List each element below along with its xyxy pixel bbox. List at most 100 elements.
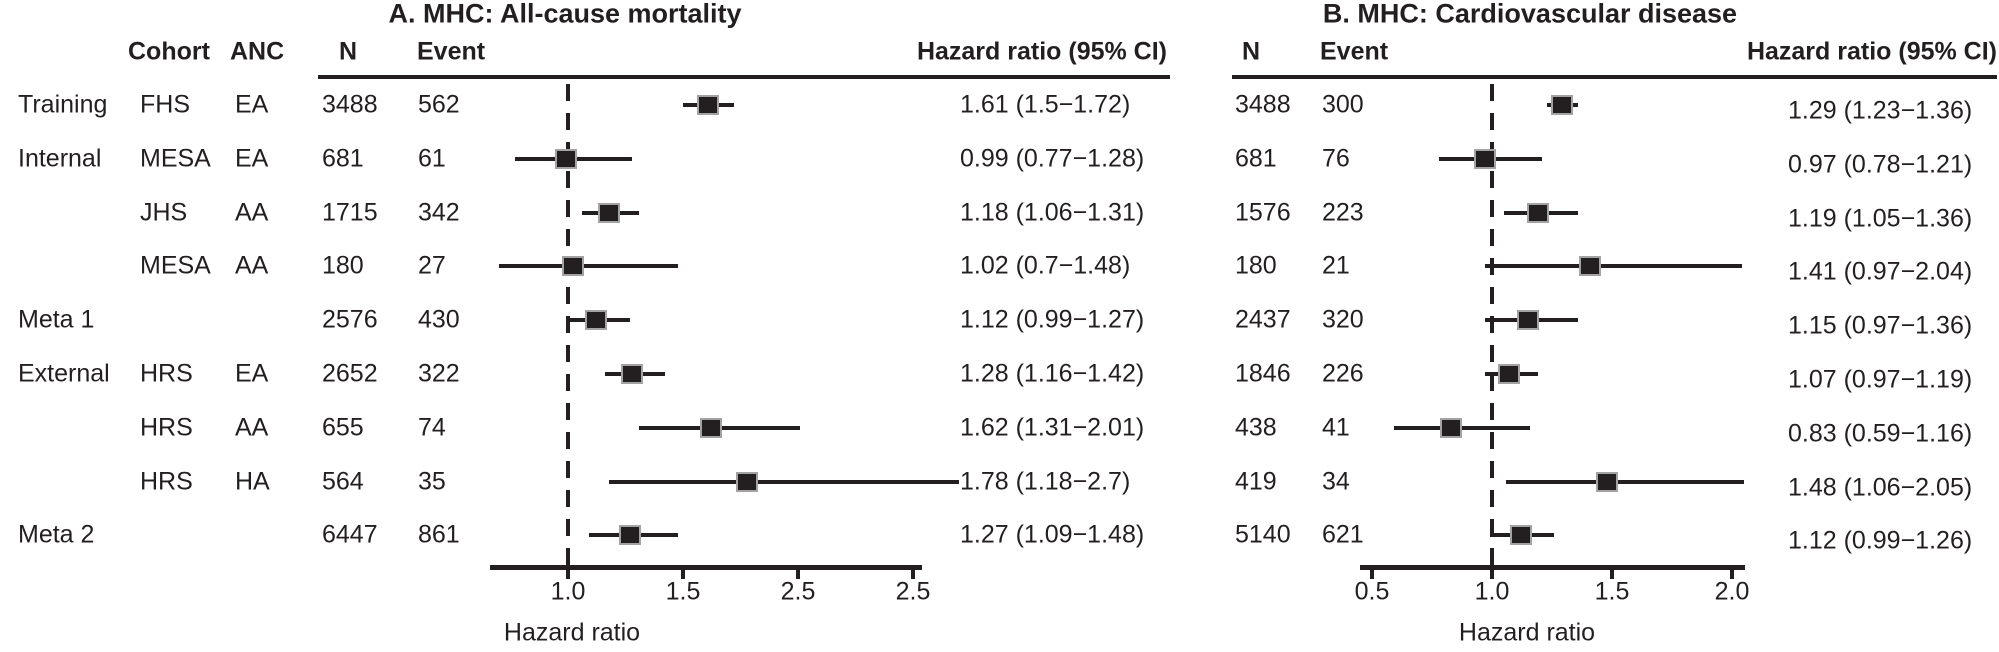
cell-event: 300 bbox=[1322, 90, 1364, 119]
cell-n: 419 bbox=[1235, 467, 1277, 496]
cell-n: 1846 bbox=[1235, 359, 1291, 388]
ci-line bbox=[1506, 479, 1744, 484]
panel-b-title: B. MHC: Cardiovascular disease bbox=[1322, 0, 1738, 29]
cell-n: 5140 bbox=[1235, 520, 1291, 549]
hr-point-marker bbox=[598, 202, 621, 223]
panel-b-col-event: Event bbox=[1320, 37, 1389, 66]
axis-tick-label: 1.5 bbox=[665, 577, 701, 606]
cell-event: 226 bbox=[1322, 359, 1364, 388]
ci-line bbox=[499, 264, 679, 269]
cell-cohort: HRS bbox=[140, 359, 193, 388]
hr-point-marker bbox=[561, 256, 584, 277]
axis-tick-label: 1.0 bbox=[550, 577, 586, 606]
axis-tick-label: 2.5 bbox=[895, 577, 931, 606]
panel-b-header-rule bbox=[1232, 75, 1997, 79]
hr-point-marker bbox=[1526, 202, 1549, 223]
cell-event: 430 bbox=[418, 305, 460, 334]
cell-n: 1715 bbox=[322, 198, 378, 227]
hr-point-marker bbox=[697, 95, 720, 115]
hr-point-marker bbox=[1596, 471, 1619, 492]
cell-group: Meta 2 bbox=[18, 520, 95, 549]
axis-tick-label: 2.5 bbox=[780, 577, 816, 606]
cell-event: 21 bbox=[1322, 251, 1350, 280]
panel-b-col-hazard-ratio: Hazard ratio (95% CI) bbox=[1746, 37, 1997, 66]
cell-group: External bbox=[18, 359, 110, 388]
panel-a-xaxis-label: Hazard ratio bbox=[503, 618, 641, 647]
cell-event: 322 bbox=[418, 359, 460, 388]
cell-cohort: FHS bbox=[140, 90, 190, 119]
x-axis-line bbox=[1360, 565, 1745, 570]
cell-hazard-ratio: 1.02 (0.7−1.48) bbox=[960, 251, 1131, 280]
panel-a-header-rule bbox=[318, 75, 1170, 79]
panel-b-col-n: N bbox=[1241, 37, 1261, 66]
cell-hazard-ratio: 1.27 (1.09−1.48) bbox=[960, 520, 1145, 549]
hr-point-marker bbox=[1517, 310, 1539, 331]
cell-anc: AA bbox=[235, 413, 269, 442]
hr-point-marker bbox=[1473, 148, 1496, 169]
cell-anc: EA bbox=[235, 359, 269, 388]
cell-cohort: MESA bbox=[140, 144, 211, 173]
cell-event: 76 bbox=[1322, 144, 1350, 173]
cell-n: 2437 bbox=[1235, 305, 1291, 334]
cell-hazard-ratio: 1.62 (1.31−2.01) bbox=[960, 413, 1145, 442]
cell-hazard-ratio: 0.99 (0.77−1.28) bbox=[960, 144, 1145, 173]
cell-event: 562 bbox=[418, 90, 460, 119]
x-axis-line bbox=[490, 565, 922, 570]
cell-event: 621 bbox=[1322, 520, 1364, 549]
cell-event: 41 bbox=[1322, 413, 1350, 442]
hr-point-marker bbox=[1509, 525, 1532, 546]
cell-hazard-ratio: 1.78 (1.18−2.7) bbox=[960, 467, 1131, 496]
cell-hazard-ratio: 1.48 (1.06−2.05) bbox=[1788, 473, 1973, 502]
cell-event: 74 bbox=[418, 413, 446, 442]
hr-point-marker bbox=[1440, 417, 1463, 438]
cell-event: 34 bbox=[1322, 467, 1350, 496]
cell-anc: EA bbox=[235, 90, 269, 119]
cell-hazard-ratio: 1.15 (0.97−1.36) bbox=[1788, 311, 1973, 340]
cell-cohort: HRS bbox=[140, 413, 193, 442]
hr-point-marker bbox=[584, 310, 607, 331]
hr-point-marker bbox=[1497, 364, 1520, 384]
cell-hazard-ratio: 1.07 (0.97−1.19) bbox=[1788, 365, 1973, 394]
axis-tick-label: 1.0 bbox=[1474, 577, 1510, 606]
panel-a-col-cohort: Cohort bbox=[128, 37, 210, 66]
reference-line bbox=[1490, 84, 1494, 565]
panel-b-xaxis-label: Hazard ratio bbox=[1458, 618, 1596, 647]
panel-a-col-anc: ANC bbox=[230, 37, 285, 66]
cell-n: 3488 bbox=[1235, 90, 1291, 119]
cell-group: Meta 1 bbox=[18, 305, 95, 334]
cell-hazard-ratio: 1.12 (0.99−1.27) bbox=[960, 305, 1145, 334]
cell-n: 3488 bbox=[322, 90, 378, 119]
cell-cohort: JHS bbox=[140, 198, 188, 227]
ci-line bbox=[1484, 264, 1742, 269]
panel-a-col-hazard-ratio: Hazard ratio (95% CI) bbox=[916, 37, 1167, 66]
cell-hazard-ratio: 1.29 (1.23−1.36) bbox=[1788, 96, 1973, 125]
axis-tick-label: 1.5 bbox=[1594, 577, 1630, 606]
cell-n: 564 bbox=[322, 467, 364, 496]
hr-point-marker bbox=[1550, 95, 1573, 115]
cell-n: 2652 bbox=[322, 359, 378, 388]
cell-n: 681 bbox=[322, 144, 364, 173]
cell-n: 6447 bbox=[322, 520, 378, 549]
cell-group: Training bbox=[18, 90, 108, 119]
cell-hazard-ratio: 0.83 (0.59−1.16) bbox=[1788, 419, 1973, 448]
axis-tick-label: 0.5 bbox=[1354, 577, 1390, 606]
cell-n: 438 bbox=[1235, 413, 1277, 442]
cell-hazard-ratio: 1.41 (0.97−2.04) bbox=[1788, 257, 1973, 286]
hr-point-marker bbox=[621, 364, 644, 384]
cell-hazard-ratio: 1.61 (1.5−1.72) bbox=[960, 90, 1131, 119]
axis-tick bbox=[1370, 570, 1374, 579]
axis-tick bbox=[681, 570, 685, 579]
cell-event: 861 bbox=[418, 520, 460, 549]
ci-line bbox=[609, 479, 959, 484]
cell-hazard-ratio: 1.12 (0.99−1.26) bbox=[1788, 526, 1973, 555]
cell-anc: EA bbox=[235, 144, 269, 173]
hr-point-marker bbox=[554, 148, 577, 169]
cell-anc: HA bbox=[235, 467, 270, 496]
cell-anc: AA bbox=[235, 198, 269, 227]
axis-tick bbox=[911, 570, 915, 579]
cell-event: 27 bbox=[418, 251, 446, 280]
panel-a-title: A. MHC: All-cause mortality bbox=[388, 0, 742, 29]
cell-hazard-ratio: 0.97 (0.78−1.21) bbox=[1788, 150, 1973, 179]
cell-anc: AA bbox=[235, 251, 269, 280]
